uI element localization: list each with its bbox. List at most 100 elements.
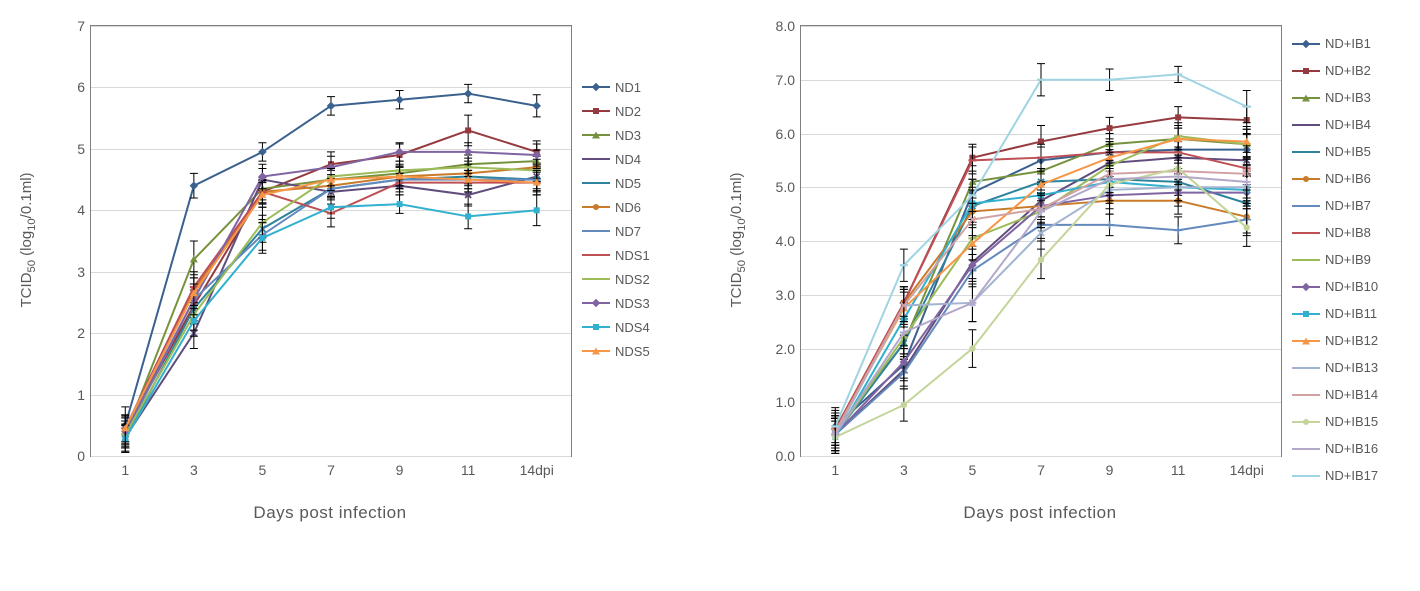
y-tick-label: 6.0 [776, 126, 795, 142]
y-axis-label: TCID50 (log10/0.1ml) [728, 172, 748, 307]
y-tick-label: 7 [77, 18, 85, 34]
legend-swatch [1292, 286, 1320, 288]
plot-area: 0.01.02.03.04.05.06.07.08.0135791114dpi [800, 25, 1282, 457]
legend-label: ND+IB1 [1325, 36, 1371, 51]
legend-item: ND4 [582, 147, 650, 171]
legend-item: ND+IB17 [1292, 462, 1378, 489]
legend-label: ND+IB14 [1325, 387, 1378, 402]
y-tick-label: 6 [77, 79, 85, 95]
legend-swatch [1292, 43, 1320, 45]
legend-swatch [582, 350, 610, 352]
legend-swatch [1292, 70, 1320, 72]
series-ND+IB16 [831, 163, 1250, 451]
legend-item: ND+IB16 [1292, 435, 1378, 462]
y-tick-label: 5 [77, 141, 85, 157]
legend-label: ND6 [615, 200, 641, 215]
legend-label: ND+IB8 [1325, 225, 1371, 240]
x-tick-label: 11 [461, 462, 476, 478]
y-tick-label: 5.0 [776, 179, 795, 195]
legend-label: ND+IB13 [1325, 360, 1378, 375]
panel-right: 0.01.02.03.04.05.06.07.08.0135791114dpi T… [710, 0, 1420, 591]
legend-swatch [582, 326, 610, 328]
legend-item: NDS5 [582, 339, 650, 363]
x-axis-label: Days post infection [963, 503, 1116, 523]
legend-label: ND2 [615, 104, 641, 119]
y-tick-label: 0 [77, 448, 85, 464]
x-tick-label: 9 [1106, 462, 1114, 478]
legend-item: ND+IB10 [1292, 273, 1378, 300]
series-layer [801, 26, 1281, 456]
chart-pair: 01234567135791114dpi TCID50 (log10/0.1ml)… [0, 0, 1420, 591]
y-tick-label: 8.0 [776, 18, 795, 34]
legend-swatch [1292, 124, 1320, 126]
y-tick-label: 7.0 [776, 72, 795, 88]
y-tick-label: 3 [77, 264, 85, 280]
gridline [801, 456, 1281, 457]
plot-area: 01234567135791114dpi [90, 25, 572, 457]
y-tick-label: 4.0 [776, 233, 795, 249]
y-tick-label: 0.0 [776, 448, 795, 464]
legend-swatch [1292, 259, 1320, 261]
legend-item: ND+IB5 [1292, 138, 1378, 165]
x-tick-label: 14dpi [520, 462, 554, 478]
legend-item: ND+IB12 [1292, 327, 1378, 354]
legend-label: ND+IB17 [1325, 468, 1378, 483]
legend-label: ND+IB6 [1325, 171, 1371, 186]
legend-item: NDS2 [582, 267, 650, 291]
series-ND1 [121, 84, 541, 443]
legend-item: ND+IB2 [1292, 57, 1378, 84]
legend-label: ND+IB5 [1325, 144, 1371, 159]
x-tick-label: 1 [831, 462, 839, 478]
legend-label: ND+IB4 [1325, 117, 1371, 132]
legend-item: ND+IB8 [1292, 219, 1378, 246]
y-tick-label: 1 [77, 387, 85, 403]
legend-item: NDS4 [582, 315, 650, 339]
legend-label: ND+IB9 [1325, 252, 1371, 267]
legend-swatch [1292, 367, 1320, 369]
y-tick-label: 1.0 [776, 394, 795, 410]
series-layer [91, 26, 571, 456]
legend-swatch [582, 158, 610, 160]
legend-label: ND3 [615, 128, 641, 143]
x-tick-label: 7 [1037, 462, 1045, 478]
y-tick-label: 2 [77, 325, 85, 341]
x-axis-label: Days post infection [253, 503, 406, 523]
legend-swatch [1292, 232, 1320, 234]
legend-swatch [1292, 340, 1320, 342]
legend-label: ND+IB15 [1325, 414, 1378, 429]
legend-item: ND+IB3 [1292, 84, 1378, 111]
legend-label: ND+IB10 [1325, 279, 1378, 294]
legend-swatch [582, 254, 610, 256]
legend-item: ND+IB13 [1292, 354, 1378, 381]
y-tick-label: 4 [77, 202, 85, 218]
legend-item: ND+IB7 [1292, 192, 1378, 219]
legend-item: ND+IB9 [1292, 246, 1378, 273]
legend-label: NDS4 [615, 320, 650, 335]
legend-item: ND+IB14 [1292, 381, 1378, 408]
legend: ND1ND2ND3ND4ND5ND6ND7NDS1NDS2NDS3NDS4NDS… [582, 75, 650, 363]
x-tick-label: 9 [396, 462, 404, 478]
x-tick-label: 3 [900, 462, 908, 478]
legend-swatch [1292, 448, 1320, 450]
legend-item: ND+IB11 [1292, 300, 1378, 327]
legend-label: ND+IB16 [1325, 441, 1378, 456]
legend-swatch [1292, 421, 1320, 423]
legend-label: ND+IB11 [1325, 306, 1377, 321]
x-tick-label: 14dpi [1230, 462, 1264, 478]
legend-swatch [582, 278, 610, 280]
legend-label: ND+IB3 [1325, 90, 1371, 105]
gridline [91, 456, 571, 457]
legend-item: ND1 [582, 75, 650, 99]
legend-swatch [1292, 178, 1320, 180]
legend-label: ND4 [615, 152, 641, 167]
panel-left: 01234567135791114dpiTCID50 (log10/0.1ml)… [0, 0, 710, 591]
legend-item: ND6 [582, 195, 650, 219]
legend-swatch [582, 206, 610, 208]
legend-label: ND1 [615, 80, 641, 95]
legend-swatch [582, 86, 610, 88]
legend-swatch [1292, 313, 1320, 315]
legend-label: NDS5 [615, 344, 650, 359]
legend-label: NDS2 [615, 272, 650, 287]
legend-item: ND+IB6 [1292, 165, 1378, 192]
legend-label: ND5 [615, 176, 641, 191]
